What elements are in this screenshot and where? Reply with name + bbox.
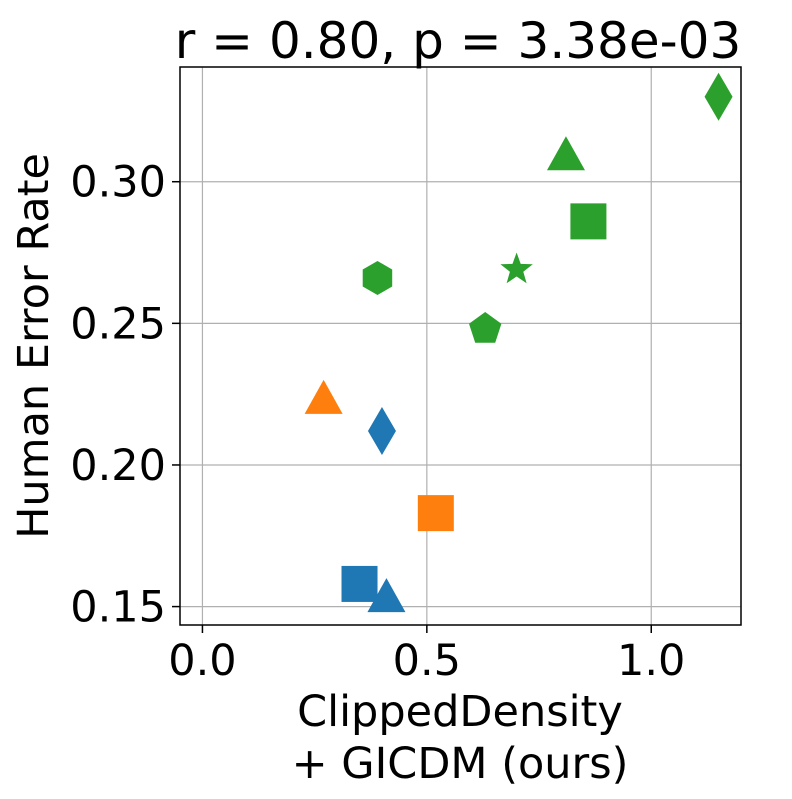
x-axis-label-line-2: + GICDM (ours): [292, 739, 629, 789]
data-point-hexagon: [362, 261, 393, 295]
data-point-triangle: [546, 136, 585, 171]
data-point-square: [570, 203, 607, 240]
x-axis-label-line-1: ClippedDensity: [297, 687, 623, 737]
data-point-diamond: [704, 72, 733, 121]
y-tick-label: 0.20: [70, 441, 166, 491]
data-point-diamond: [367, 406, 396, 455]
y-tick-label: 0.25: [70, 299, 166, 349]
x-tick-label: 1.0: [617, 636, 685, 686]
data-point-triangle: [304, 379, 343, 414]
data-point-star: [500, 252, 533, 284]
chart-title: r = 0.80, p = 3.38e-03: [175, 12, 742, 70]
data-point-pentagon: [469, 312, 502, 343]
y-tick-label: 0.30: [70, 158, 166, 208]
x-tick-label: 0.5: [393, 636, 461, 686]
data-points: [304, 72, 733, 613]
y-axis-label: Human Error Rate: [9, 153, 59, 539]
data-point-triangle: [367, 578, 406, 613]
grid: [180, 67, 741, 625]
x-tick-label: 0.0: [168, 636, 236, 686]
plot-frame: [179, 66, 742, 626]
data-point-square: [417, 495, 454, 532]
y-tick-label: 0.15: [70, 583, 166, 633]
axis-ticks: 0.0 0.5 1.0 0.15 0.20 0.25 0.30: [70, 158, 685, 686]
data-point-square: [341, 565, 378, 602]
